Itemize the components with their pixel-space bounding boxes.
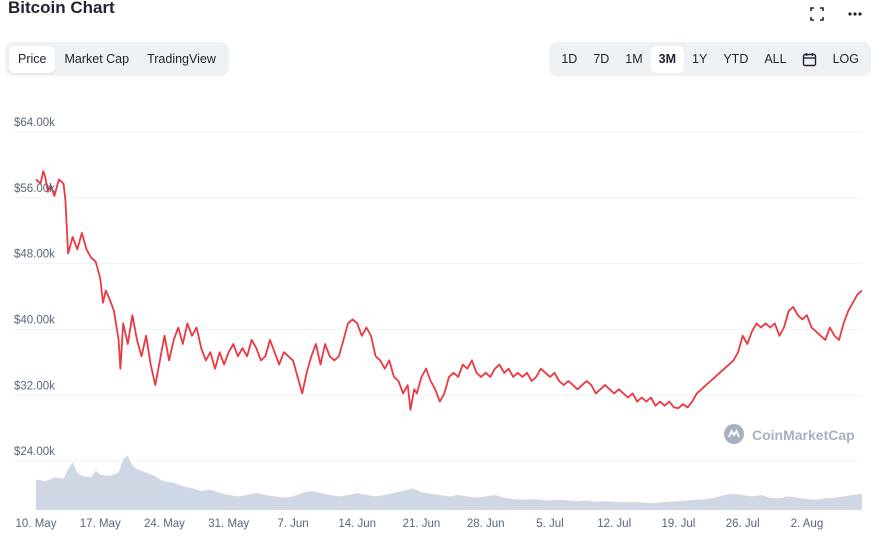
tab-price[interactable]: Price — [9, 45, 56, 73]
x-tick-label: 10. May — [16, 518, 57, 530]
range-tab-1y[interactable]: 1Y — [692, 51, 708, 66]
tab-tradingview[interactable]: TradingView — [147, 51, 216, 66]
x-tick-label: 5. Jul — [536, 518, 564, 530]
x-tick-label: 19. Jul — [661, 518, 695, 530]
range-tabs: 1D 7D 1M 3M 1Y YTD ALL LOG — [549, 42, 871, 76]
range-tab-ytd[interactable]: YTD — [723, 51, 749, 66]
x-tick-label: 12. Jul — [597, 518, 631, 530]
page-title: Bitcoin Chart — [8, 0, 115, 17]
price-line — [35, 170, 863, 411]
volume-bars — [36, 455, 862, 510]
y-tick-label: $40.00k — [14, 314, 55, 326]
chart-type-tabs: Price Market Cap TradingView — [5, 42, 229, 76]
grid-lines — [14, 131, 862, 462]
more-icon[interactable] — [847, 6, 863, 26]
range-tab-all[interactable]: ALL — [764, 51, 787, 66]
x-tick-label: 7. Jun — [277, 518, 308, 530]
x-tick-label: 24. May — [144, 518, 185, 530]
x-tick-label: 26. Jul — [726, 518, 760, 530]
x-tick-label: 14. Jun — [338, 518, 376, 530]
range-tab-3m[interactable]: 3M — [650, 45, 685, 73]
y-axis-labels: $64.00k $56.00k $48.00k $40.00k $32.00k $24.0… — [14, 117, 55, 458]
x-tick-label: 17. May — [80, 518, 121, 530]
y-tick-label: $32.00k — [14, 380, 55, 392]
range-tab-1m[interactable]: 1M — [625, 51, 643, 66]
y-tick-label: $24.00k — [14, 446, 55, 458]
volume-area — [36, 455, 862, 510]
x-tick-label: 31. May — [208, 518, 249, 530]
log-toggle[interactable]: LOG — [832, 51, 859, 66]
tab-market-cap[interactable]: Market Cap — [64, 51, 130, 66]
calendar-icon[interactable] — [795, 46, 825, 73]
y-tick-label: $64.00k — [14, 117, 55, 129]
price-series-line — [35, 170, 863, 411]
watermark: CoinMarketCap — [724, 424, 855, 444]
x-axis-labels: 10. May 17. May 24. May 31. May 7. Jun 14. Ju… — [16, 518, 824, 530]
y-tick-label: $56.00k — [14, 183, 55, 195]
y-tick-label: $48.00k — [14, 249, 55, 261]
x-tick-label: 28. Jun — [467, 518, 505, 530]
range-tab-7d[interactable]: 7D — [593, 51, 610, 66]
x-tick-label: 2. Aug — [791, 518, 824, 530]
top-icons — [809, 6, 863, 26]
range-tab-1d[interactable]: 1D — [561, 51, 578, 66]
x-tick-label: 21. Jun — [403, 518, 441, 530]
watermark-text: CoinMarketCap — [752, 427, 855, 443]
fullscreen-icon[interactable] — [809, 6, 825, 26]
